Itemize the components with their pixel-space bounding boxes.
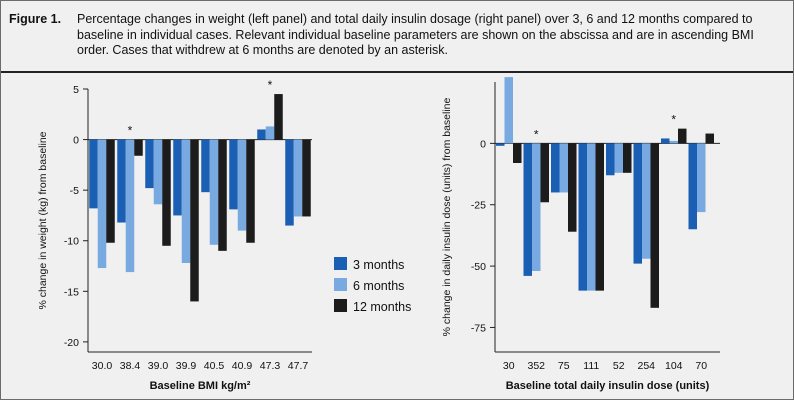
bar-3-months-47.3 xyxy=(257,129,266,139)
x-tick-label: 30 xyxy=(503,360,515,372)
bar-12-months-254 xyxy=(651,143,660,307)
bar-3-months-39.9 xyxy=(173,140,182,216)
y-tick-label: 0 xyxy=(73,135,79,147)
bar-6-months-254 xyxy=(642,143,651,258)
x-tick-label: 52 xyxy=(613,360,625,372)
y-tick-label: -10 xyxy=(64,236,79,248)
y-tick-label: 0 xyxy=(480,138,486,150)
bar-6-months-111 xyxy=(587,143,596,290)
bar-6-months-70 xyxy=(697,143,706,212)
bar-12-months-40.9 xyxy=(246,140,255,243)
bar-6-months-104 xyxy=(670,141,679,143)
legend-swatch-12-months xyxy=(334,299,347,312)
bar-12-months-39.0 xyxy=(162,140,171,246)
bar-6-months-75 xyxy=(560,143,569,192)
bar-12-months-47.3 xyxy=(274,94,283,140)
bar-6-months-47.3 xyxy=(266,126,275,139)
bar-12-months-75 xyxy=(568,143,577,231)
y-tick-label: -50 xyxy=(471,261,486,273)
bar-6-months-39.9 xyxy=(182,140,191,263)
x-tick-label: 70 xyxy=(695,360,707,372)
figure: Figure 1. Percentage changes in weight (… xyxy=(0,0,794,400)
x-tick-label: 39.0 xyxy=(148,360,169,372)
x-tick-label: 38.4 xyxy=(120,360,141,372)
y-tick-label: 5 xyxy=(73,84,79,96)
charts-area: 5 0 -5 -10 -15 -20 30.0 38.4 * 39.0 39.9 40.5 40.9 47… xyxy=(1,73,793,399)
bar-3-months-39.0 xyxy=(145,140,154,189)
legend-swatch-3-months xyxy=(334,257,347,270)
figure-caption: Percentage changes in weight (left panel… xyxy=(77,12,783,59)
legend-label: 12 months xyxy=(353,300,411,314)
bar-12-months-38.4 xyxy=(134,140,143,156)
bar-3-months-75 xyxy=(551,143,560,192)
x-axis-title: Baseline total daily insulin dose (units… xyxy=(506,380,710,392)
bar-6-months-40.5 xyxy=(210,140,219,245)
withdrew-marker: * xyxy=(128,124,133,138)
y-tick-label: -75 xyxy=(471,322,486,334)
chart-insulin: 0 -25 -50 -75 30 352 * 75 111 52 254 104 * 70 Baseline… xyxy=(441,77,720,392)
bar-12-months-39.9 xyxy=(190,140,199,302)
bar-12-months-30.0 xyxy=(106,140,115,243)
bar-12-months-52 xyxy=(623,143,632,172)
x-tick-label: 40.5 xyxy=(204,360,225,372)
bar-3-months-30.0 xyxy=(89,140,98,209)
y-tick-label: -20 xyxy=(64,337,79,349)
bar-12-months-111 xyxy=(596,143,605,290)
x-tick-label: 39.9 xyxy=(176,360,197,372)
bar-3-months-70 xyxy=(689,143,698,229)
bar-3-months-254 xyxy=(634,143,643,263)
x-tick-label: 47.7 xyxy=(288,360,309,372)
x-tick-label: 47.3 xyxy=(260,360,281,372)
figure-header: Figure 1. Percentage changes in weight (… xyxy=(1,1,793,73)
bar-6-months-52 xyxy=(615,143,624,172)
legend-swatch-6-months xyxy=(334,278,347,291)
bar-12-months-352 xyxy=(541,143,550,202)
bar-12-months-47.7 xyxy=(302,140,311,217)
bar-6-months-40.9 xyxy=(238,140,247,231)
bar-3-months-40.9 xyxy=(229,140,238,210)
bar-6-months-30 xyxy=(505,77,514,143)
withdrew-marker: * xyxy=(534,127,539,141)
bar-12-months-70 xyxy=(706,134,715,144)
legend-label: 3 months xyxy=(353,258,404,272)
y-tick-label: -25 xyxy=(471,200,486,212)
withdrew-marker: * xyxy=(671,113,676,127)
x-tick-label: 352 xyxy=(527,360,545,372)
bar-12-months-104 xyxy=(678,129,687,144)
bar-3-months-40.5 xyxy=(201,140,210,193)
chart-weight: 5 0 -5 -10 -15 -20 30.0 38.4 * 39.0 39.9 40.5 40.9 47… xyxy=(37,78,312,392)
x-tick-label: 254 xyxy=(637,360,655,372)
x-tick-label: 40.9 xyxy=(232,360,253,372)
bar-3-months-352 xyxy=(524,143,533,276)
bar-6-months-38.4 xyxy=(126,140,135,273)
y-axis-title: % change in weight (kg) from baseline xyxy=(37,131,49,309)
y-tick-label: -15 xyxy=(64,286,79,298)
bar-6-months-39.0 xyxy=(154,140,163,205)
x-tick-label: 30.0 xyxy=(92,360,113,372)
x-axis-title: Baseline BMI kg/m² xyxy=(150,380,251,392)
figure-label: Figure 1. xyxy=(9,12,61,26)
x-tick-label: 75 xyxy=(558,360,570,372)
withdrew-marker: * xyxy=(268,78,273,92)
bar-3-months-30 xyxy=(496,143,505,145)
bar-12-months-30 xyxy=(513,143,522,163)
y-tick-label: -5 xyxy=(70,185,79,197)
bar-6-months-352 xyxy=(532,143,541,271)
bar-6-months-47.7 xyxy=(294,140,303,217)
bar-3-months-111 xyxy=(579,143,588,290)
bar-3-months-52 xyxy=(606,143,615,175)
bar-12-months-40.5 xyxy=(218,140,227,251)
y-axis-title: % change in daily insulin dose (units) f… xyxy=(441,97,453,336)
x-tick-label: 104 xyxy=(665,360,683,372)
bar-3-months-47.7 xyxy=(285,140,294,226)
legend-label: 6 months xyxy=(353,279,404,293)
bar-3-months-38.4 xyxy=(117,140,126,223)
bar-6-months-30.0 xyxy=(98,140,107,268)
legend: 3 months 6 months 12 months xyxy=(334,257,411,314)
bar-3-months-104 xyxy=(661,138,670,143)
x-tick-label: 111 xyxy=(583,360,599,372)
